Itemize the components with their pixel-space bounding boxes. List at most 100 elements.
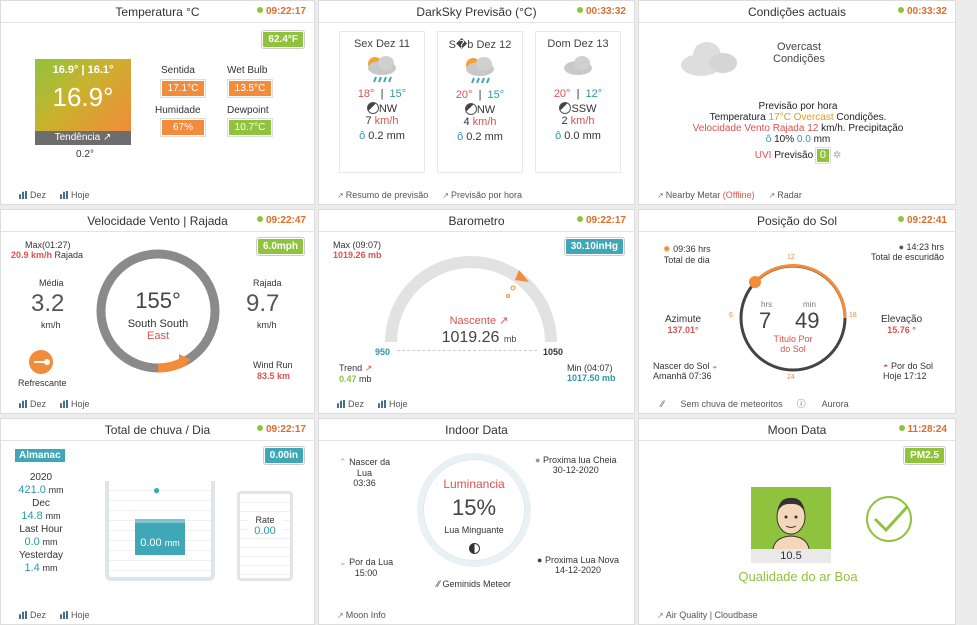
rate-display: Rate 0.00 [247,515,283,537]
sunset: ◓ Por do Sol Hoje 17:12 [883,361,933,381]
chart-icon [19,400,28,408]
card-footer: Air Quality | Cloudbase [639,606,955,624]
month-link[interactable]: Dez [337,399,364,409]
check-icon [866,496,912,542]
card-footer: Dez Hoje [1,186,314,204]
baro-max-label: Max (09:07) [333,240,382,250]
avg-label: Média [39,278,64,288]
sun-icon: ✲ [832,150,842,161]
temp-hilo: 16.9° | 16.1° [52,64,114,76]
today-link[interactable]: Hoje [60,399,90,409]
wind-dir: NW [340,102,424,115]
card-footer: Dez Hoje [1,606,314,624]
today-link[interactable]: Hoje [378,399,408,409]
rain-amount: ô 0.2 mm [359,130,405,142]
radar-link[interactable]: Radar [769,190,802,200]
card-header: Velocidade Vento | Rajada 09:22:47 [1,210,314,232]
update-time: 09:22:47 [257,210,306,232]
air-quality-link[interactable]: Air Quality | Cloudbase [657,610,758,620]
card-footer: Resumo de previsão Previsão por hora [319,186,634,204]
card-title: Total de chuva / Dia [104,423,211,437]
chart-icon [19,191,28,199]
temp-value: 16.9° [52,82,114,112]
month-link[interactable]: Dez [19,190,46,200]
card-title: Temperatura °C [115,5,200,19]
card-title: Indoor Data [445,423,508,437]
almanac-values: 2020 421.0 mm Dec 14.8 mm Last Hour 0.0 mm … [18,472,64,574]
update-time: 00:33:32 [898,1,947,23]
windrun-value: 83.5 km [257,371,291,381]
baro-divider [397,350,537,351]
trend-value: 0.2° [76,149,94,160]
compass-icon [559,102,572,114]
wind-direction-text: South South East [127,318,189,342]
feels-value: 17.1°C [160,79,206,98]
meteor-link[interactable]: ⁄⁄ Sem chuva de meteoritos [661,399,783,409]
meteor-icon: ⁄⁄ [437,579,441,589]
indoor-card: Indoor Data ⌃ Nascer da Lua 03:36 ⌄ Por da… [318,418,635,625]
tick-18: 18 [849,312,857,319]
update-time: 00:33:32 [577,1,626,23]
compass-icon [464,103,477,115]
inhg-badge: 30.10inHg [563,237,626,256]
month-link[interactable]: Dez [19,610,46,620]
hourly-forecast-text: Previsão por hora Temperatura 17°C Overc… [692,101,904,164]
baro-max: 1019.26 mb [333,250,382,260]
wind-direction: 155° [135,288,181,313]
max-wind: 20.9 km/h Rajada [11,250,84,260]
update-time: 09:22:41 [898,210,947,232]
chart-icon [19,611,28,619]
rain-amount: ô 0.0 mm [555,130,601,142]
moonset: ⌄ Por da Lua 15:00 [339,557,394,578]
dewpoint-label: Dewpoint [227,105,269,116]
cloud-icon [681,42,737,76]
card-footer: Dez Hoje [319,395,634,413]
card-title: DarkSky Previsão (°C) [416,5,537,19]
card-title: Moon Data [767,423,827,437]
card-title: Posição do Sol [756,214,838,228]
sun-subtitle: Título Por do Sol [773,334,813,354]
uvi-badge: 0 [814,147,832,164]
aqi-value: 10.5 [751,549,831,563]
chart-icon [60,400,70,408]
aurora-link[interactable]: ⓘ Aurora [796,399,849,409]
new-moon-icon: ● [537,555,543,565]
elevation: Elevação 15.76 ° [881,314,923,335]
drop-icon: ● [153,483,161,497]
metar-link[interactable]: Nearby Metar (Offline) [657,190,755,200]
tick-12: 12 [787,254,795,261]
chart-icon [337,400,346,408]
baro-status: Nascente ↗ [449,315,509,327]
forecast-day: S�b Dez 12 20° | 15° NW 4 km/h ô 0.2 mm [437,31,523,173]
gust-unit: km/h [257,320,277,330]
chart-icon [60,191,70,199]
chevron-up-icon: ⌃ [339,457,347,467]
azimuth: Azimute 137.01° [665,314,702,335]
full-moon-icon: ● [535,455,541,465]
barometer-gauge [385,256,557,343]
almanac-badge[interactable]: Almanac [15,449,65,462]
wind-speed: 4 km/h [463,116,497,128]
trend-bar: Tendência ↗ [35,131,131,145]
card-header: Barometro 09:22:17 [319,210,634,232]
forecast-summary-link[interactable]: Resumo de previsão [337,190,428,200]
card-header: Moon Data 11:28:24 [639,419,955,441]
hourly-forecast-link[interactable]: Previsão por hora [442,190,522,200]
drop-icon: ô [457,131,464,143]
pm25-badge: PM2.5 [903,446,946,465]
card-footer: Dez Hoje [1,395,314,413]
sun-dial [739,264,847,372]
rain-cloud-icon [564,56,592,75]
chevron-down-icon: ⌄ [339,557,347,567]
inches-badge: 0.00in [262,446,306,465]
trend-label: Tendência [54,132,101,143]
baro-value: 1019.26 mb [441,329,517,346]
sun-card: Posição do Sol 09:22:41 ✹ 09:36 hrs Total … [638,209,956,414]
moon-info-link[interactable]: Moon Info [337,610,386,620]
wind-dir: SSW [536,102,620,115]
gust-label: Rajada [253,278,282,288]
today-link[interactable]: Hoje [60,610,90,620]
month-link[interactable]: Dez [19,399,46,409]
air-quality-text: Qualidade do ar Boa [738,569,858,584]
today-link[interactable]: Hoje [60,190,90,200]
